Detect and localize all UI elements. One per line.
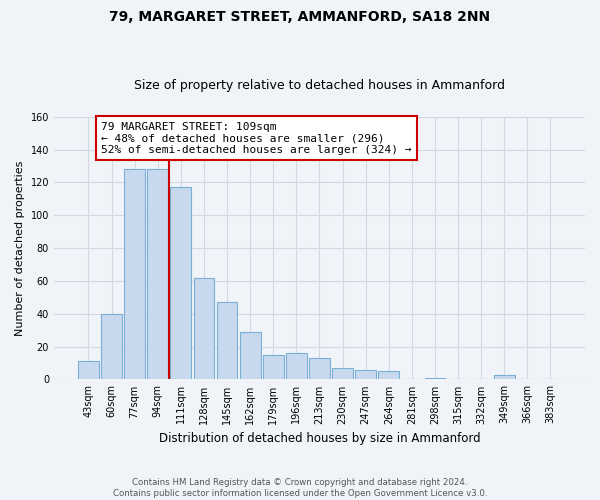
Bar xyxy=(309,358,330,380)
Bar xyxy=(170,188,191,380)
Text: 79 MARGARET STREET: 109sqm
← 48% of detached houses are smaller (296)
52% of sem: 79 MARGARET STREET: 109sqm ← 48% of deta… xyxy=(101,122,412,155)
Bar xyxy=(263,355,284,380)
Bar xyxy=(194,278,214,380)
Bar xyxy=(240,332,260,380)
Bar xyxy=(217,302,238,380)
Bar xyxy=(494,374,515,380)
Y-axis label: Number of detached properties: Number of detached properties xyxy=(15,160,25,336)
Bar xyxy=(286,353,307,380)
Title: Size of property relative to detached houses in Ammanford: Size of property relative to detached ho… xyxy=(134,79,505,92)
Bar xyxy=(101,314,122,380)
Bar xyxy=(425,378,445,380)
Bar xyxy=(355,370,376,380)
Text: 79, MARGARET STREET, AMMANFORD, SA18 2NN: 79, MARGARET STREET, AMMANFORD, SA18 2NN xyxy=(109,10,491,24)
Bar xyxy=(148,170,168,380)
Bar xyxy=(78,362,99,380)
X-axis label: Distribution of detached houses by size in Ammanford: Distribution of detached houses by size … xyxy=(158,432,480,445)
Bar xyxy=(379,371,399,380)
Bar xyxy=(124,170,145,380)
Bar xyxy=(332,368,353,380)
Text: Contains HM Land Registry data © Crown copyright and database right 2024.
Contai: Contains HM Land Registry data © Crown c… xyxy=(113,478,487,498)
